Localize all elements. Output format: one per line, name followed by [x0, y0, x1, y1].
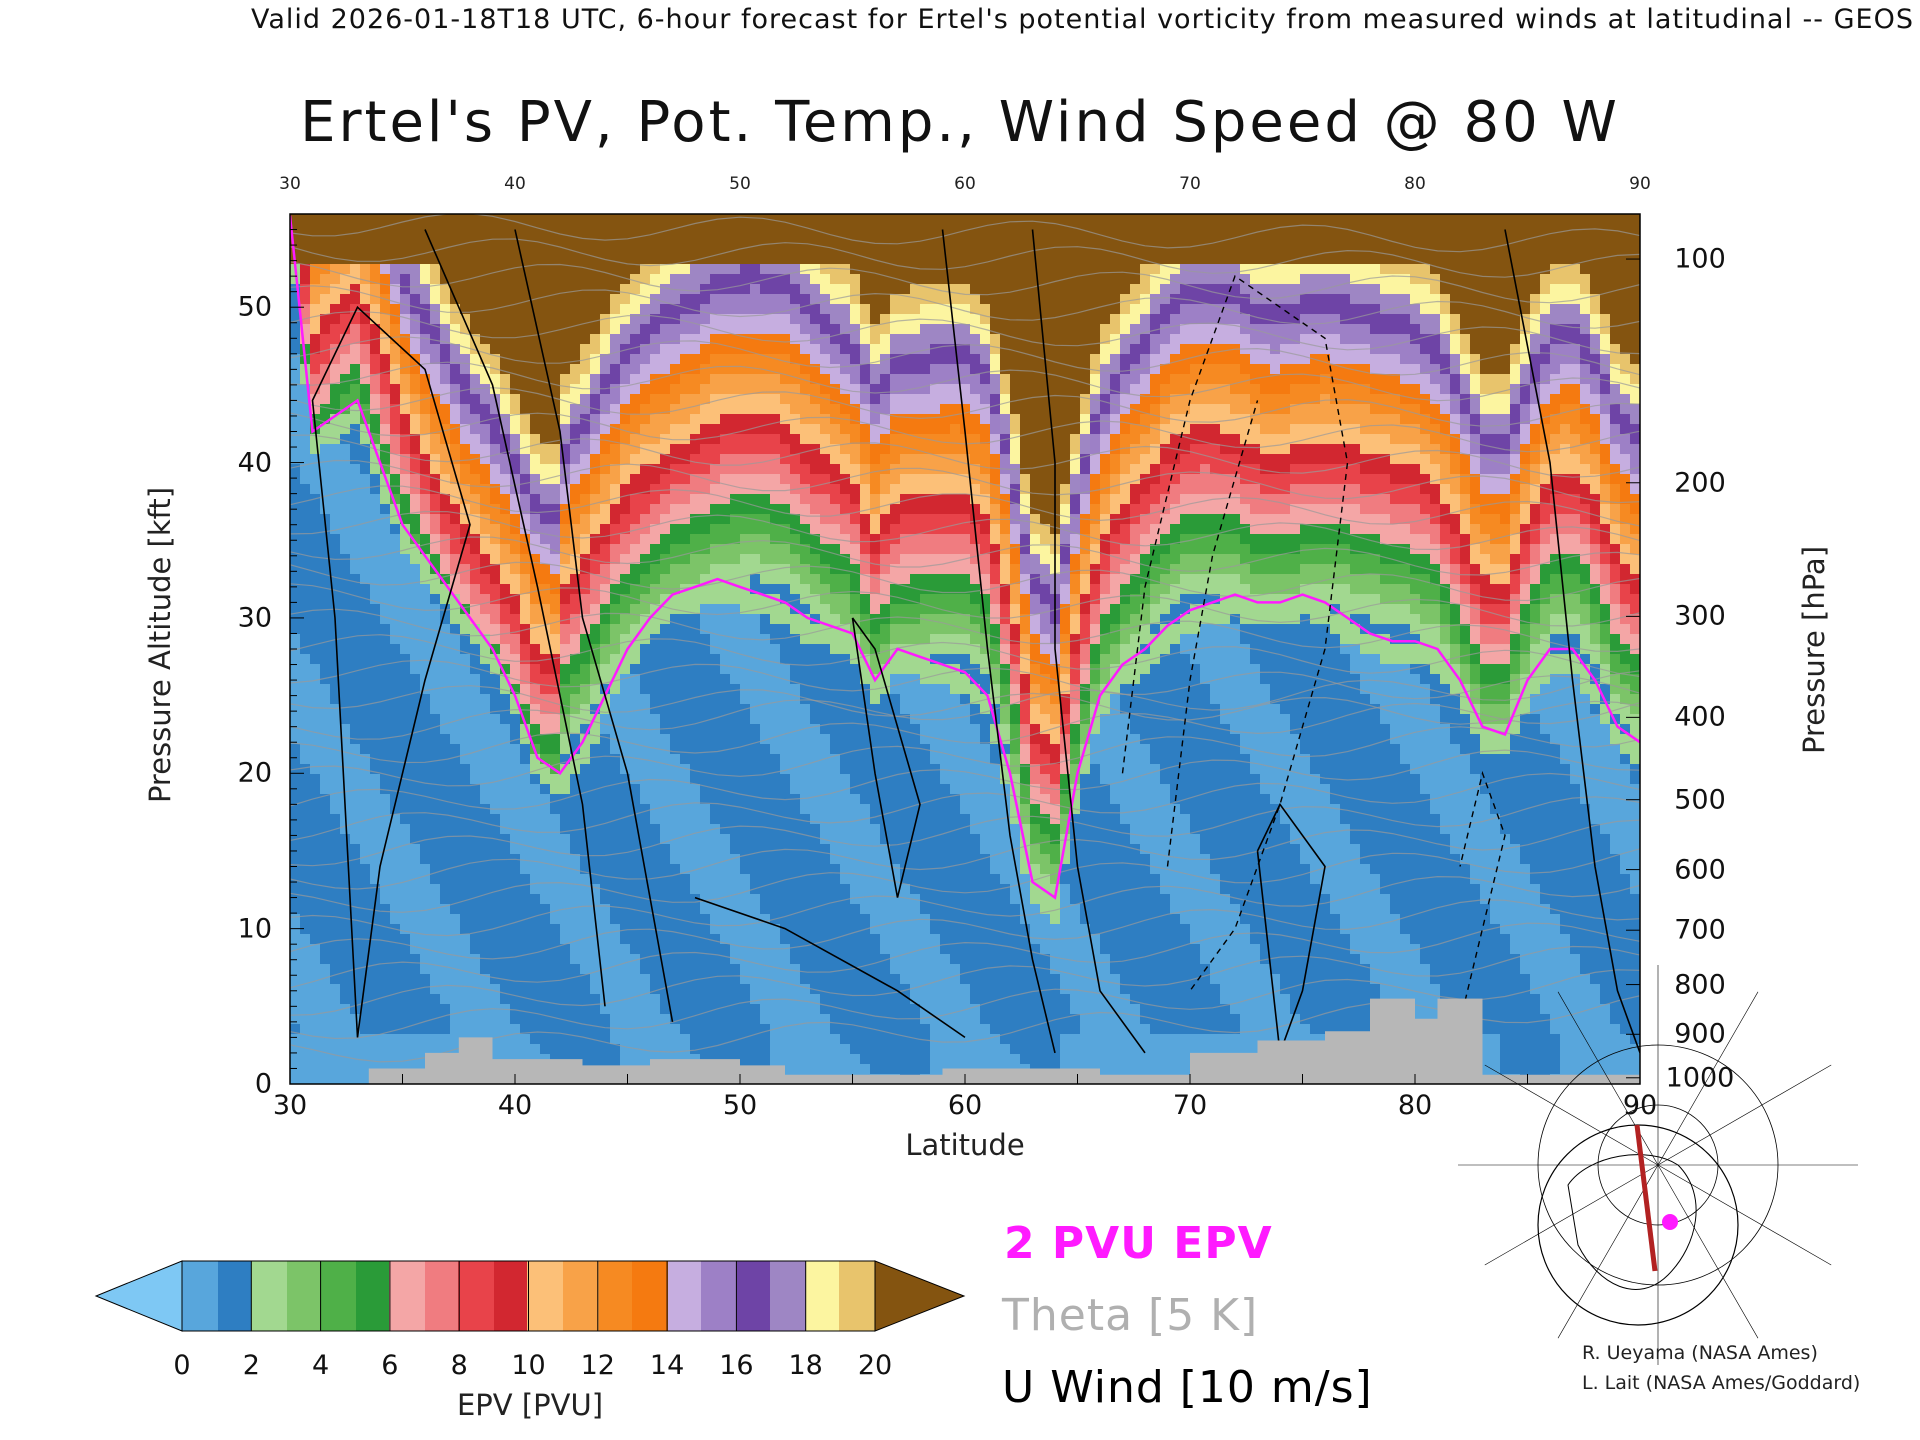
- x-tick-label: 80: [1397, 1090, 1433, 1121]
- y-tick-label: 30: [237, 602, 272, 634]
- x-tick-label: 60: [947, 1090, 983, 1121]
- colorbar-tick: 6: [381, 1350, 399, 1381]
- legend-theta: Theta [5 K]: [1002, 1290, 1259, 1341]
- top-tick-label: 60: [954, 174, 976, 194]
- colorbar-tick: 4: [312, 1350, 330, 1381]
- top-tick-label: 80: [1404, 174, 1426, 194]
- legend-pv: 2 PVU EPV: [1004, 1218, 1273, 1269]
- top-tick-label: 50: [729, 174, 751, 194]
- x-tick-label: 50: [722, 1090, 758, 1121]
- y-tick-label: 40: [237, 447, 272, 479]
- colorbar-label: EPV [PVU]: [456, 1388, 604, 1422]
- axes: [289, 213, 1641, 1085]
- pressure-tick-label: 500: [1674, 784, 1726, 816]
- y-tick-label: 20: [237, 757, 272, 789]
- top-tick-label: 30: [279, 174, 301, 194]
- colorbar-tick: 18: [788, 1350, 823, 1381]
- colorbar-tick: 2: [242, 1350, 260, 1381]
- colorbar-tick: 20: [857, 1350, 893, 1381]
- x-tick-label: 30: [272, 1090, 308, 1121]
- top-tick-label: 40: [504, 174, 526, 194]
- y-tick-label: 50: [237, 291, 272, 323]
- map-inset: [1458, 965, 1858, 1365]
- colorbar-tick: 0: [173, 1350, 191, 1381]
- y-tick-label: 0: [254, 1068, 272, 1100]
- colorbar-tick: 14: [649, 1350, 685, 1381]
- pressure-tick-label: 300: [1674, 600, 1726, 632]
- chart-title: Ertel's PV, Pot. Temp., Wind Speed @ 80 …: [300, 90, 1620, 155]
- pressure-tick-label: 700: [1674, 914, 1726, 946]
- credit-line-1: R. Ueyama (NASA Ames): [1582, 1342, 1818, 1364]
- pressure-tick-label: 200: [1674, 467, 1726, 499]
- y-tick-label: 10: [237, 913, 272, 945]
- plot-area: [290, 214, 1640, 1084]
- y-axis-label: Pressure Altitude [kft]: [143, 486, 177, 804]
- x-tick-label: 40: [497, 1090, 533, 1121]
- pressure-axis-label: Pressure [hPa]: [1797, 545, 1831, 755]
- pressure-tick-label: 900: [1674, 1018, 1726, 1050]
- top-tick-label: 90: [1629, 174, 1651, 194]
- pressure-tick-label: 800: [1674, 969, 1726, 1001]
- top-tick-label: 70: [1179, 174, 1201, 194]
- legend-uwind: U Wind [10 m/s]: [1002, 1362, 1373, 1413]
- colorbar-tick: 16: [719, 1350, 754, 1381]
- pressure-tick-label: 400: [1674, 701, 1726, 733]
- x-axis-label: Latitude: [905, 1128, 1025, 1162]
- x-tick-label: 90: [1622, 1090, 1658, 1121]
- pressure-tick-label: 100: [1674, 243, 1726, 275]
- valid-time-header: Valid 2026-01-18T18 UTC, 6-hour forecast…: [250, 4, 1914, 35]
- credit-line-2: L. Lait (NASA Ames/Goddard): [1582, 1372, 1861, 1394]
- colorbar-tick: 10: [511, 1350, 546, 1381]
- x-tick-label: 70: [1172, 1090, 1208, 1121]
- colorbar-tick: 8: [450, 1350, 468, 1381]
- epv-colorbar: [94, 1260, 966, 1332]
- pressure-tick-label: 1000: [1665, 1062, 1735, 1094]
- pressure-tick-label: 600: [1674, 854, 1726, 886]
- colorbar-tick: 12: [580, 1350, 615, 1381]
